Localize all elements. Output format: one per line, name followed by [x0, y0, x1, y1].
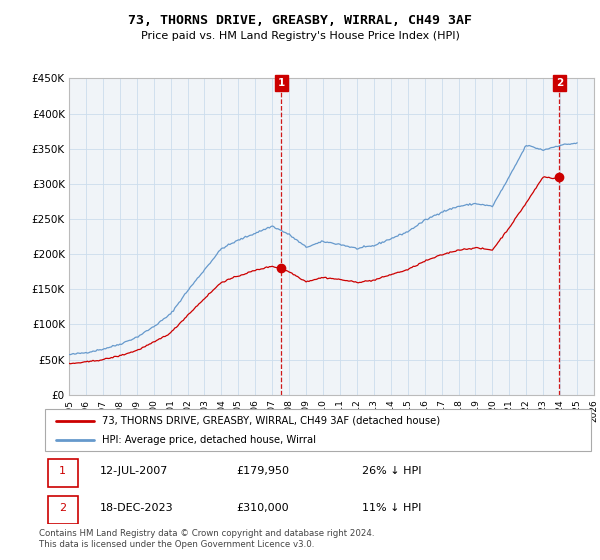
FancyBboxPatch shape: [45, 409, 591, 451]
Text: 2: 2: [556, 78, 563, 88]
Text: 1: 1: [278, 78, 285, 88]
Text: 18-DEC-2023: 18-DEC-2023: [100, 503, 173, 513]
FancyBboxPatch shape: [48, 459, 78, 487]
Text: £310,000: £310,000: [236, 503, 289, 513]
Text: HPI: Average price, detached house, Wirral: HPI: Average price, detached house, Wirr…: [103, 435, 316, 445]
Text: £179,950: £179,950: [236, 466, 289, 476]
Text: 26% ↓ HPI: 26% ↓ HPI: [362, 466, 421, 476]
Text: 73, THORNS DRIVE, GREASBY, WIRRAL, CH49 3AF (detached house): 73, THORNS DRIVE, GREASBY, WIRRAL, CH49 …: [103, 416, 440, 426]
Text: 2: 2: [59, 503, 66, 513]
Text: 1: 1: [59, 466, 66, 476]
FancyBboxPatch shape: [48, 496, 78, 524]
Text: 73, THORNS DRIVE, GREASBY, WIRRAL, CH49 3AF: 73, THORNS DRIVE, GREASBY, WIRRAL, CH49 …: [128, 14, 472, 27]
Text: Contains HM Land Registry data © Crown copyright and database right 2024.
This d: Contains HM Land Registry data © Crown c…: [39, 529, 374, 549]
Text: Price paid vs. HM Land Registry's House Price Index (HPI): Price paid vs. HM Land Registry's House …: [140, 31, 460, 41]
Text: 12-JUL-2007: 12-JUL-2007: [100, 466, 168, 476]
Text: 11% ↓ HPI: 11% ↓ HPI: [362, 503, 421, 513]
